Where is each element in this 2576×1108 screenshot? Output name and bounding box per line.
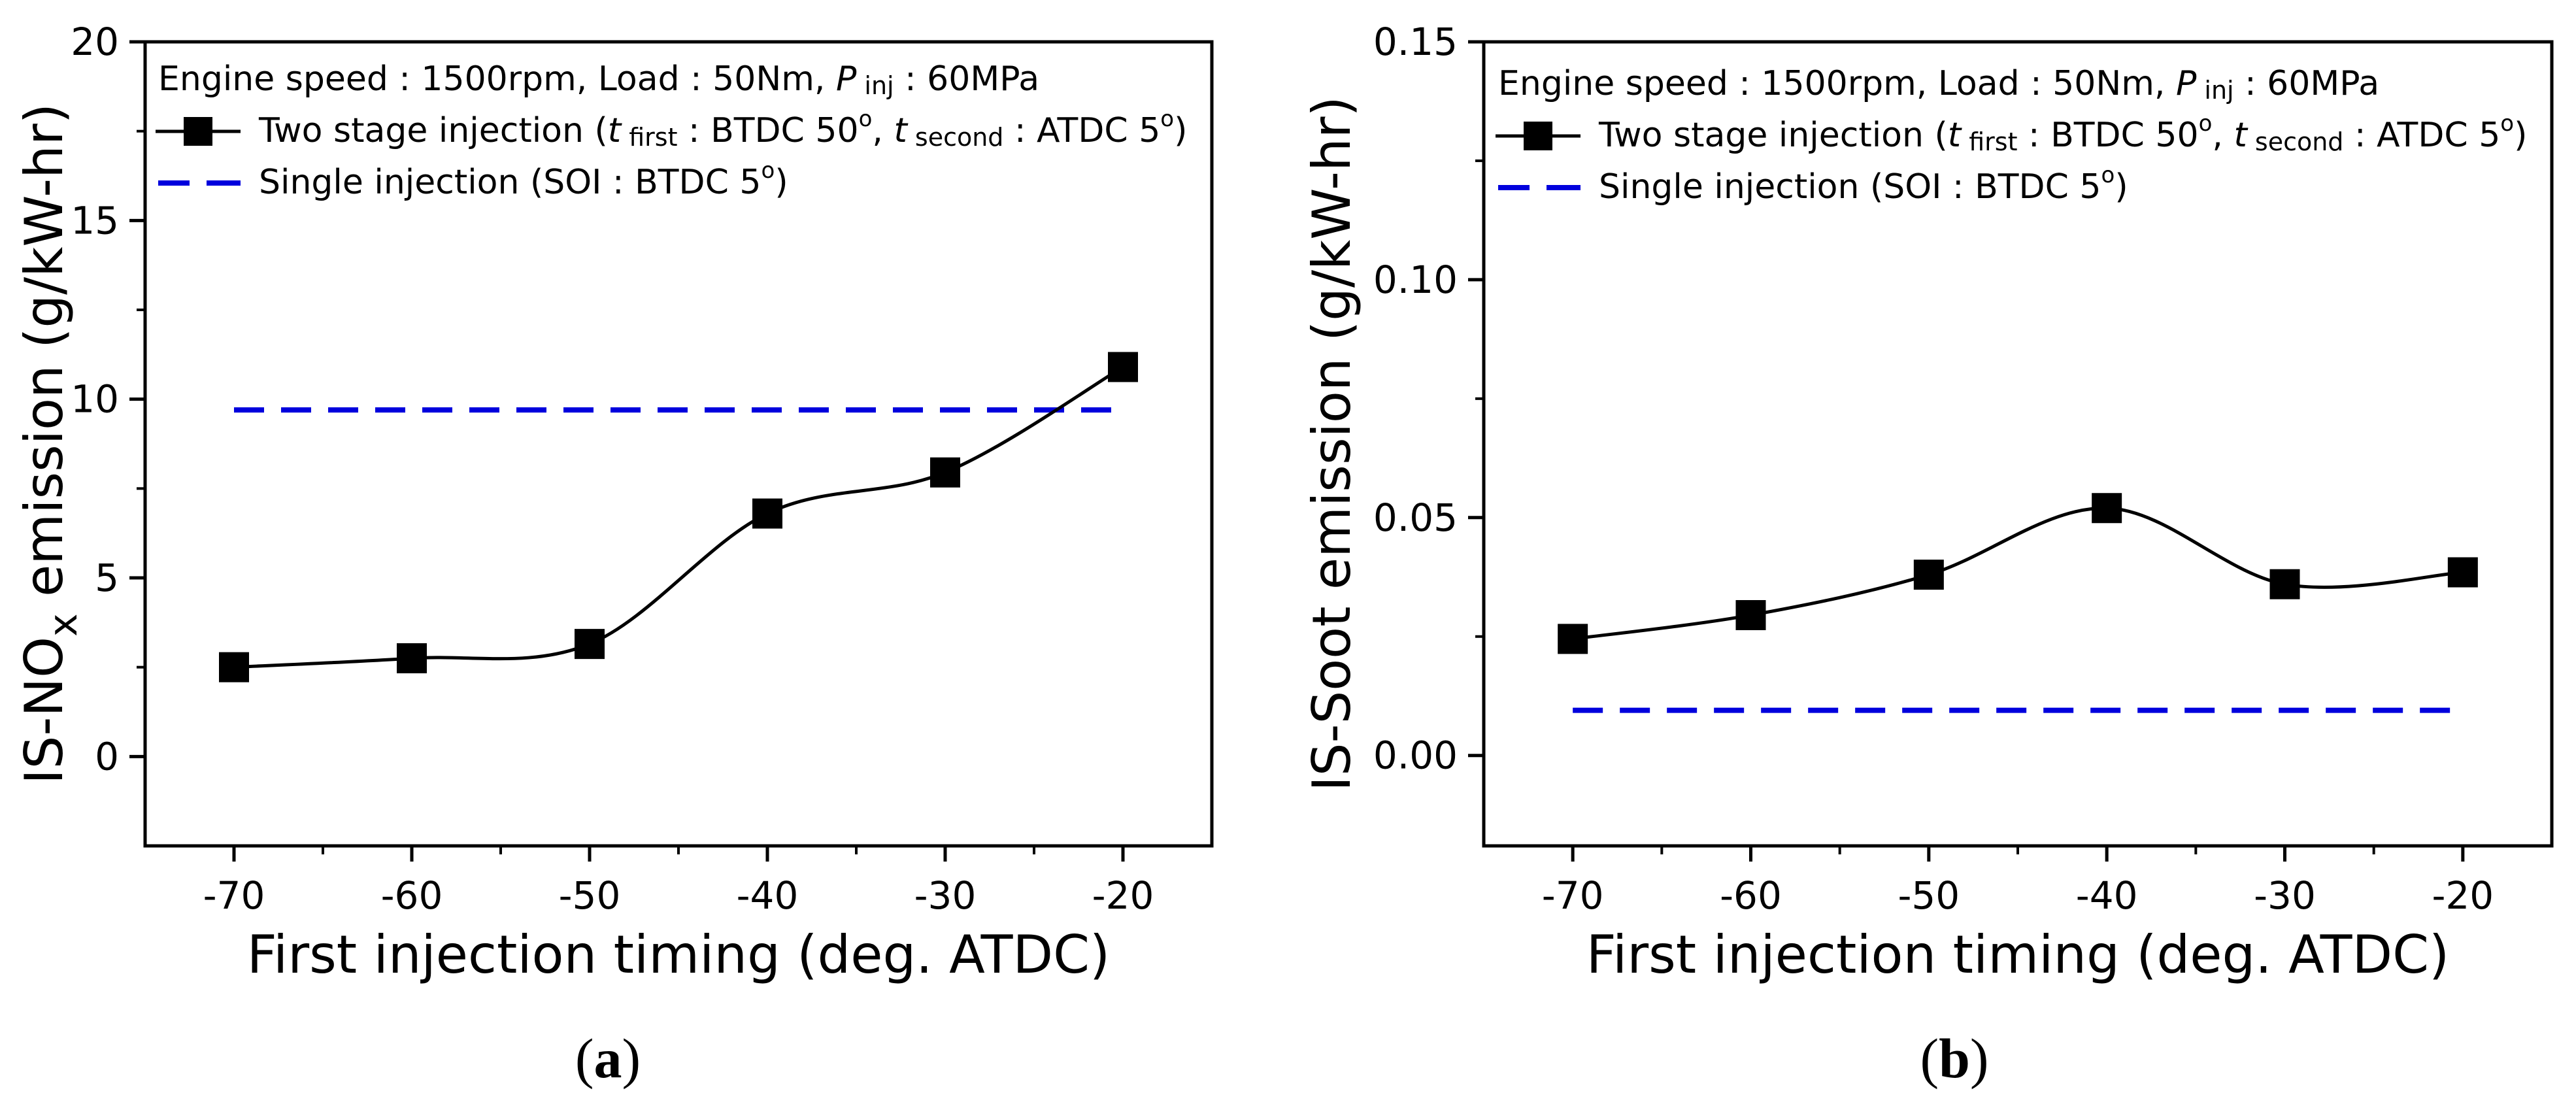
legend-header-sub: inj	[856, 71, 894, 100]
two-stage-data-point	[752, 498, 782, 529]
legend-header-suffix: : 60MPa	[894, 59, 1040, 99]
legend-t-second-sub: second	[907, 123, 1004, 152]
legend-close: )	[2115, 167, 2128, 207]
legend-t-first-sub: first	[1961, 127, 2017, 156]
two-stage-injection-line	[233, 365, 1124, 669]
panel-label: (a)	[575, 1027, 641, 1090]
legend-two-stage-prefix: Two stage injection (	[258, 111, 608, 150]
legend-single-label: Single injection (SOI : BTDC 5o)	[259, 158, 788, 202]
panel-label-open: (	[1920, 1027, 1939, 1090]
panel-label-open: (	[575, 1027, 594, 1090]
legend-two-stage-prefix: Two stage injection (	[1598, 116, 1948, 155]
x-tick-label: -20	[2432, 873, 2494, 918]
legend-close: )	[775, 163, 788, 202]
x-axis-title: First injection timing (deg. ATDC)	[247, 924, 1110, 985]
legend-two-stage-label: Two stage injection (t first : BTDC 50o,…	[258, 106, 1187, 152]
legend-degree: o	[2101, 162, 2115, 188]
y-tick-label: 0.00	[1373, 733, 1458, 778]
legend-single-text: Single injection (SOI : BTDC 5	[1599, 167, 2101, 207]
legend-degree: o	[1160, 106, 1174, 132]
x-tick-label: -70	[203, 873, 265, 918]
x-tick-label: -60	[1720, 873, 1782, 918]
two-stage-injection-line	[1572, 506, 2463, 641]
plot-frame	[1482, 40, 2554, 848]
legend-t-second: t	[2233, 116, 2248, 155]
legend-header-text: Engine speed : 1500rpm, Load : 50Nm,	[1498, 64, 2176, 103]
x-tick-label: -50	[559, 873, 621, 918]
legend-t-first: t	[608, 111, 622, 150]
panel-label-close: )	[1970, 1027, 1989, 1090]
x-tick-label: -40	[737, 873, 799, 918]
x-tick-label: -40	[2076, 873, 2138, 918]
legend-sep: ,	[2212, 116, 2233, 155]
legend-t-first: t	[1948, 116, 1962, 155]
legend-two-stage-end: : ATDC 5	[1003, 111, 1160, 150]
y-tick-label: 0.10	[1373, 258, 1458, 302]
x-tick-label: -70	[1542, 873, 1604, 918]
y-tick-label: 20	[71, 20, 119, 64]
panel-label: (b)	[1920, 1027, 1988, 1090]
legend-header-suffix: : 60MPa	[2234, 64, 2380, 103]
x-tick-label: -20	[1092, 873, 1154, 918]
y-axis-title: IS-NOx emission (g/kW-hr)	[14, 103, 86, 784]
panel-label-letter: a	[594, 1027, 622, 1090]
legend-two-stage-marker	[184, 117, 212, 146]
legend-two-stage-mid: : BTDC 50	[678, 111, 859, 150]
two-stage-data-point	[2092, 493, 2122, 524]
chart-panel-a: -70 -60 -50 -40 -30 -20 0 5 10 15 20 First injectio…	[14, 20, 1214, 1090]
legend-sep: ,	[872, 111, 894, 150]
legend-header: Engine speed : 1500rpm, Load : 50Nm, P i…	[1498, 64, 2379, 105]
legend-two-stage-marker	[1524, 122, 1552, 150]
legend-header: Engine speed : 1500rpm, Load : 50Nm, P i…	[158, 59, 1039, 100]
two-stage-data-point	[1558, 624, 1588, 654]
chart-panel-b: -70 -60 -50 -40 -30 -20 0.00 0.05 0.10 0.15 First …	[1301, 20, 2554, 1090]
legend-t-first-sub: first	[621, 123, 677, 152]
y-tick-label: 15	[71, 198, 119, 243]
x-tick-label: -50	[1898, 873, 1960, 918]
legend-single-text: Single injection (SOI : BTDC 5	[259, 163, 761, 202]
two-stage-data-point	[219, 652, 249, 682]
legend-t-second: t	[894, 111, 908, 150]
two-stage-data-point	[1913, 560, 1944, 590]
y-axis-title-subscript: x	[41, 613, 86, 637]
y-tick-label: 10	[71, 377, 119, 422]
legend-two-stage-label: Two stage injection (t first : BTDC 50o,…	[1598, 110, 2527, 156]
two-stage-data-point	[2447, 557, 2478, 588]
two-stage-data-point	[397, 643, 427, 673]
y-axis-title-suffix: emission (g/kW-hr)	[14, 103, 75, 613]
two-stage-data-point	[575, 629, 605, 660]
two-stage-data-point	[2269, 569, 2300, 599]
x-tick-label: -30	[914, 873, 977, 918]
y-axis-title: IS-Soot emission (g/kW-hr)	[1301, 96, 1362, 792]
legend-header-p: P	[2176, 64, 2197, 103]
legend-degree: o	[859, 106, 873, 132]
two-stage-data-point	[1108, 352, 1138, 382]
x-axis-title: First injection timing (deg. ATDC)	[1586, 924, 2449, 985]
y-tick-label: 0.05	[1373, 495, 1458, 540]
y-tick-label: 5	[95, 556, 119, 600]
legend-two-stage-end: : ATDC 5	[2343, 116, 2500, 155]
two-stage-data-point	[930, 457, 960, 488]
legend-two-stage-mid: : BTDC 50	[2018, 116, 2199, 155]
two-stage-data-point	[1735, 600, 1766, 631]
x-tick-label: -30	[2254, 873, 2316, 918]
legend-close: )	[1174, 111, 1187, 150]
legend-close: )	[2514, 116, 2527, 155]
legend-degree: o	[761, 158, 775, 184]
x-tick-label: -60	[381, 873, 443, 918]
panel-label-letter: b	[1939, 1027, 1970, 1090]
legend-degree: o	[2500, 110, 2514, 137]
legend-t-second-sub: second	[2247, 127, 2344, 156]
y-tick-label: 0.15	[1373, 20, 1458, 64]
legend-header-text: Engine speed : 1500rpm, Load : 50Nm,	[158, 59, 836, 99]
panel-label-close: )	[622, 1027, 641, 1090]
y-tick-label: 0	[95, 734, 119, 779]
y-axis-title-prefix: IS-NO	[14, 637, 75, 784]
legend-header-p: P	[836, 59, 857, 99]
legend-degree: o	[2199, 110, 2213, 137]
legend-header-sub: inj	[2196, 76, 2233, 105]
legend-single-label: Single injection (SOI : BTDC 5o)	[1599, 162, 2128, 207]
